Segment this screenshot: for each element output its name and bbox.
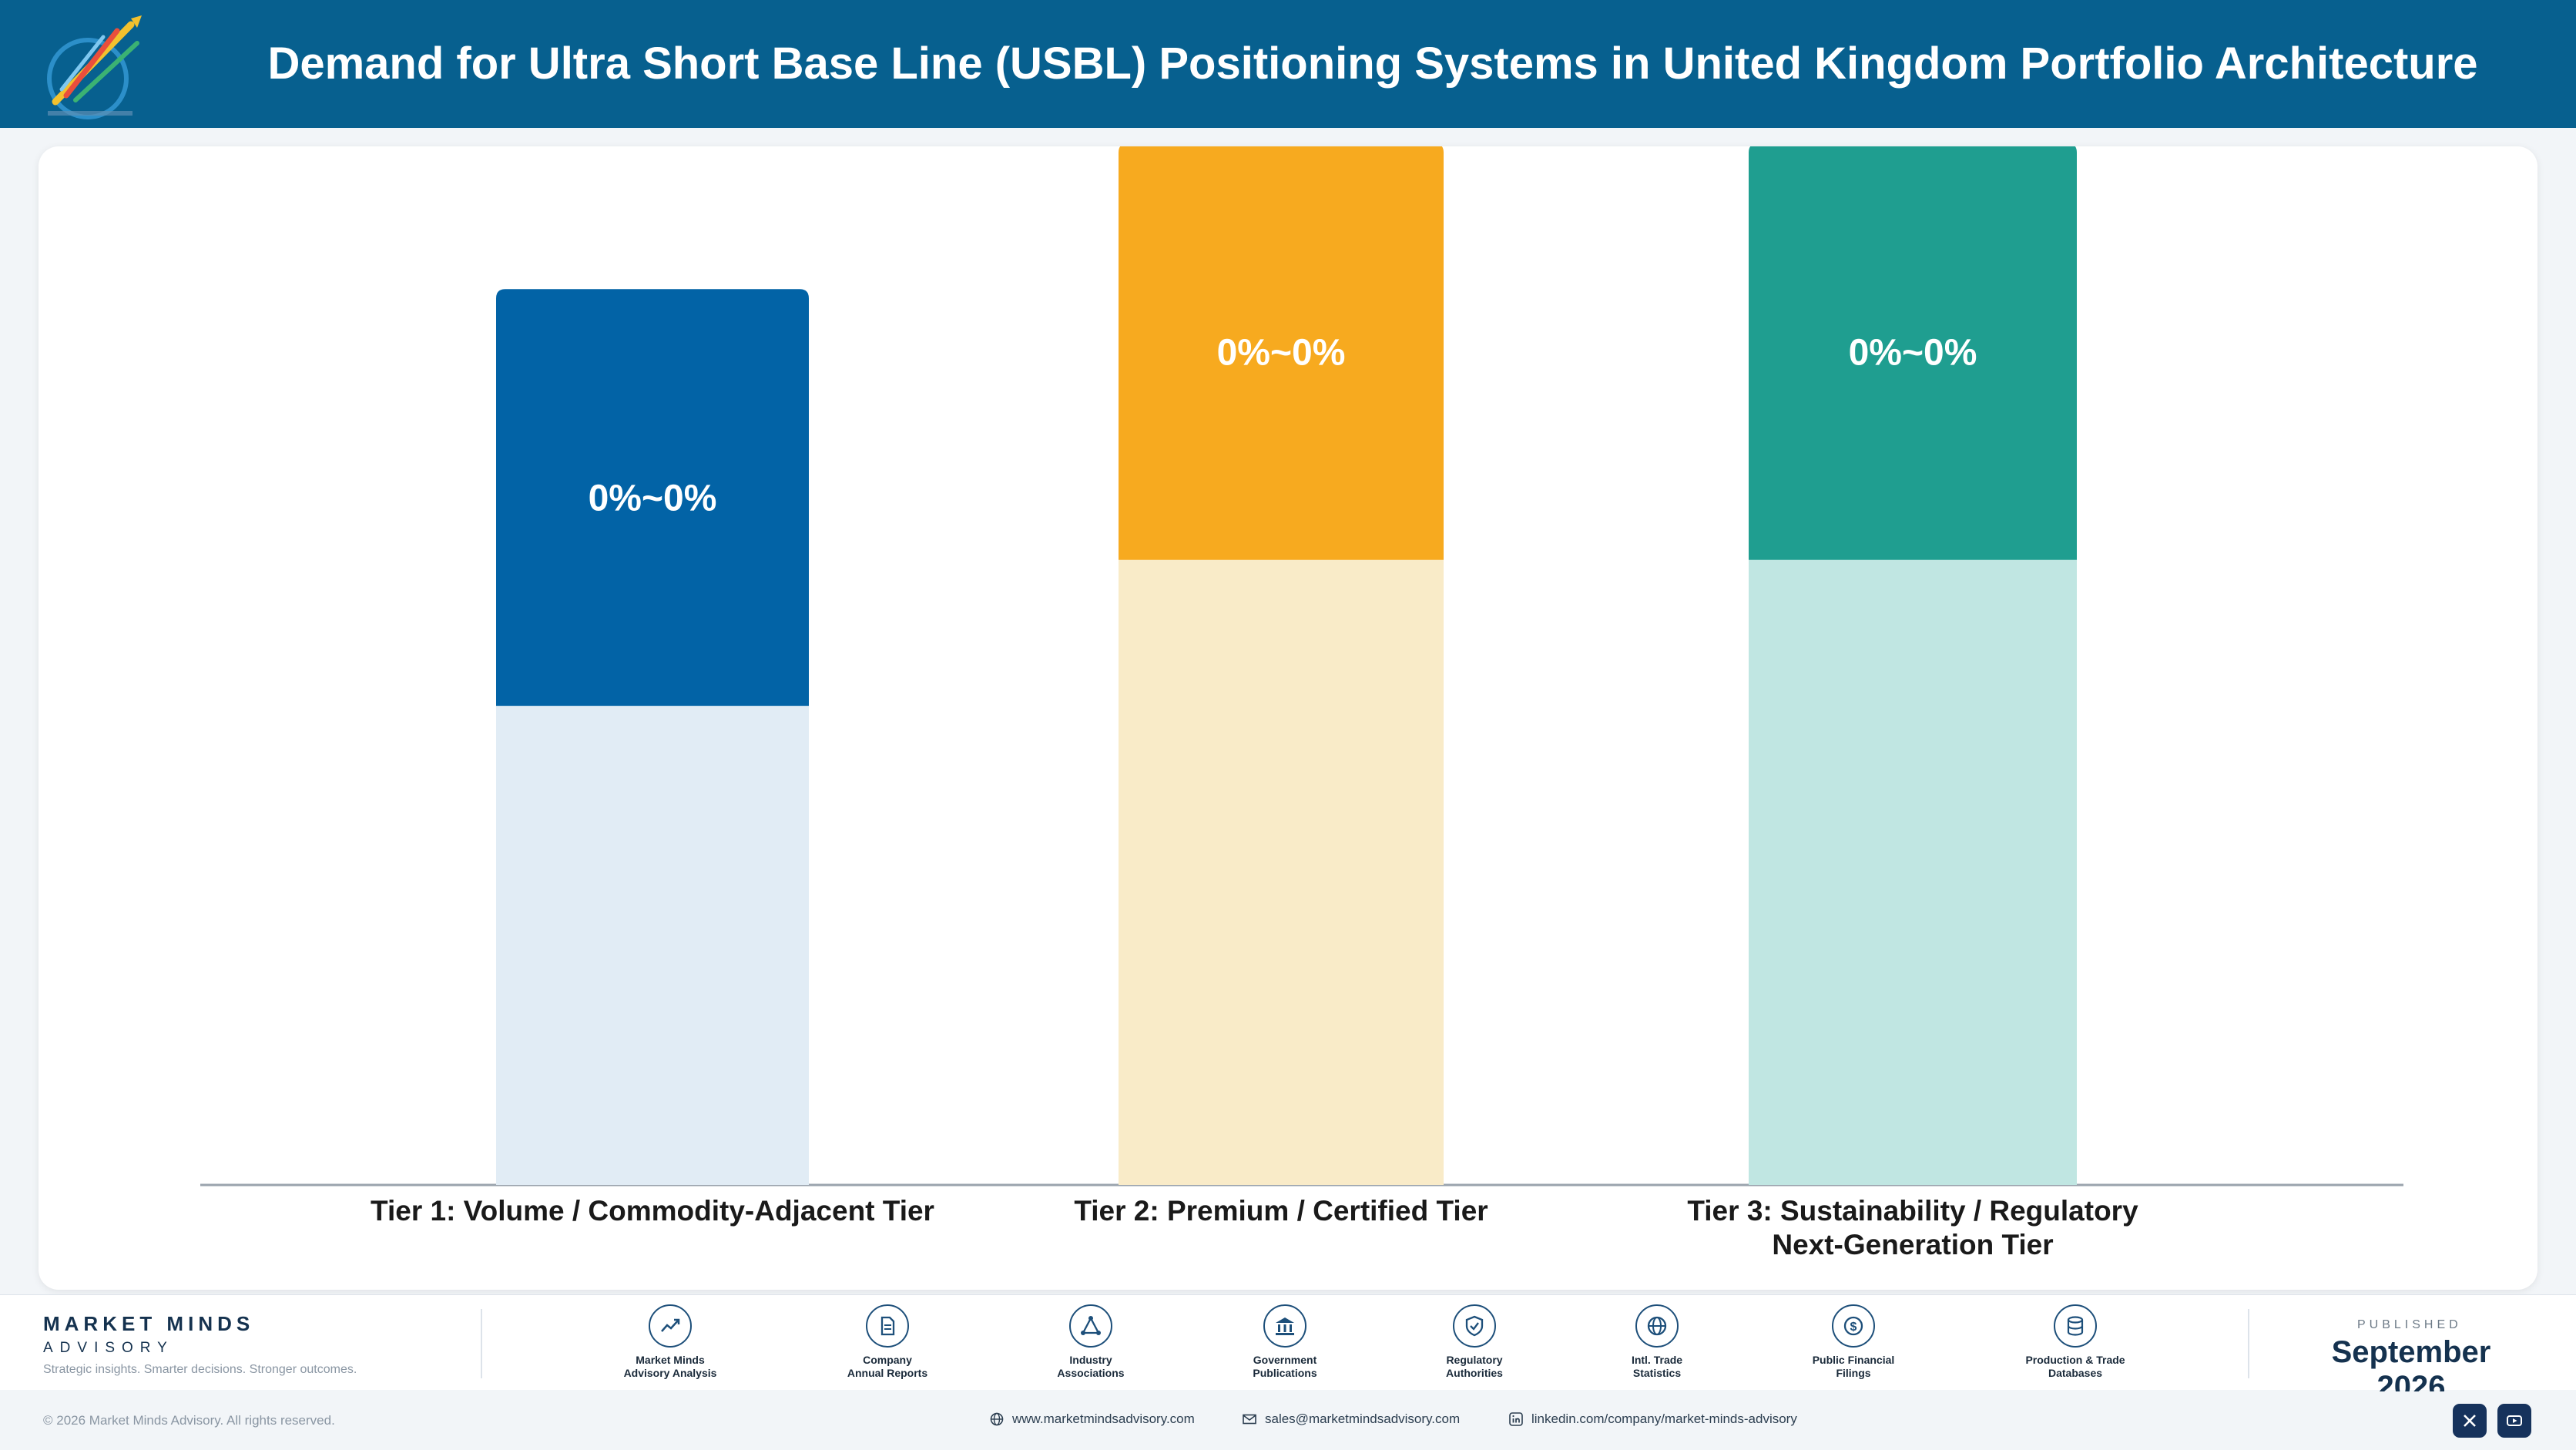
footer-divider <box>2248 1309 2249 1378</box>
globe-icon <box>1635 1304 1679 1348</box>
footer: MARKET MINDS ADVISORY Strategic insights… <box>0 1294 2576 1404</box>
brand-name: MARKET MINDS <box>43 1312 255 1335</box>
bar-tier-3-segment-1 <box>1749 559 2077 1185</box>
source-label: Regulatory Authorities <box>1446 1354 1503 1379</box>
brand-subtitle: ADVISORY <box>43 1340 174 1356</box>
x-tick-label-tier-2: Tier 2: Premium / Certified Tier <box>973 1194 1589 1228</box>
bar-tier-2-segment-2 <box>1119 146 1444 560</box>
website-text: www.marketmindsadvisory.com <box>1012 1411 1195 1426</box>
copyright-text: © 2026 Market Minds Advisory. All rights… <box>43 1413 335 1428</box>
youtube-button[interactable] <box>2497 1404 2531 1438</box>
website-link[interactable]: www.marketmindsadvisory.com <box>989 1411 1195 1427</box>
x-social-button[interactable] <box>2453 1404 2487 1438</box>
source-label: Public Financial Filings <box>1812 1354 1895 1379</box>
published-date: September 2026 <box>2331 1335 2491 1404</box>
data-label-tier-2: 0%~0% <box>1217 332 1346 373</box>
source-regulatory-authorities[interactable]: Regulatory Authorities <box>1397 1304 1551 1380</box>
x-tick-label-tier-1: Tier 1: Volume / Commodity-Adjacent Tier <box>344 1194 961 1228</box>
source-label: Company Annual Reports <box>847 1354 928 1379</box>
database-icon <box>2054 1304 2097 1348</box>
linkedin-text: linkedin.com/company/market-minds-adviso… <box>1531 1411 1797 1426</box>
linkedin-link[interactable]: linkedin.com/company/market-minds-adviso… <box>1508 1411 1797 1427</box>
x-tick-label-line: Tier 1: Volume / Commodity-Adjacent Tier <box>371 1195 934 1227</box>
trend-line-icon <box>649 1304 692 1348</box>
source-label: Intl. Trade Statistics <box>1631 1354 1683 1379</box>
bar-tier-1-segment-2 <box>496 289 809 707</box>
source-government-publications[interactable]: Government Publications <box>1208 1304 1362 1380</box>
shield-check-icon <box>1453 1304 1496 1348</box>
network-icon <box>1069 1304 1112 1348</box>
source-intl-trade-statistics[interactable]: Intl. Trade Statistics <box>1580 1304 1734 1380</box>
source-public-financial-filings[interactable]: $ Public Financial Filings <box>1776 1304 1930 1380</box>
data-label-tier-3: 0%~0% <box>1849 332 1977 373</box>
source-label: Market Minds Advisory Analysis <box>623 1354 717 1379</box>
source-company-annual-reports[interactable]: Company Annual Reports <box>810 1304 964 1380</box>
government-building-icon <box>1263 1304 1306 1348</box>
source-market-minds-analysis[interactable]: Market Minds Advisory Analysis <box>593 1304 747 1380</box>
mail-icon <box>1243 1414 1256 1425</box>
linkedin-icon <box>1509 1412 1523 1426</box>
published-label: PUBLISHED <box>2357 1318 2462 1331</box>
email-link[interactable]: sales@marketmindsadvisory.com <box>1242 1411 1460 1427</box>
x-logo-icon <box>2464 1415 2476 1427</box>
svg-text:$: $ <box>1850 1321 1857 1334</box>
market-minds-logo[interactable] <box>40 9 156 121</box>
source-label: Production & Trade Databases <box>2025 1354 2125 1379</box>
bar-chart: 0%~0% 0%~0% 0%~0% <box>200 146 2403 1187</box>
bottom-bar: © 2026 Market Minds Advisory. All rights… <box>0 1391 2576 1450</box>
x-tick-label-tier-3: Tier 3: Sustainability / Regulatory Next-… <box>1605 1194 2221 1262</box>
source-production-trade-databases[interactable]: Production & Trade Databases <box>1998 1304 2152 1380</box>
source-label: Industry Associations <box>1057 1354 1125 1379</box>
footer-divider <box>481 1309 482 1378</box>
x-tick-label-line: Tier 2: Premium / Certified Tier <box>1074 1195 1488 1227</box>
source-industry-associations[interactable]: Industry Associations <box>1014 1304 1168 1380</box>
page-title: Demand for Ultra Short Base Line (USBL) … <box>267 39 2478 89</box>
brand-tagline: Strategic insights. Smarter decisions. S… <box>43 1363 357 1376</box>
dollar-coin-icon: $ <box>1832 1304 1875 1348</box>
document-icon <box>866 1304 909 1348</box>
x-tick-label-line: Next-Generation Tier <box>1772 1229 2054 1260</box>
bar-tier-3-segment-2 <box>1749 146 2077 560</box>
email-text: sales@marketmindsadvisory.com <box>1265 1411 1461 1426</box>
bar-tier-1-segment-1 <box>496 706 809 1185</box>
chart-card: 0%~0% 0%~0% 0%~0% Tier 1: Volume / Commodi… <box>39 146 2537 1290</box>
source-label: Government Publications <box>1253 1354 1317 1379</box>
youtube-icon <box>2507 1415 2522 1426</box>
bar-tier-2-segment-1 <box>1119 559 1444 1185</box>
globe-icon <box>990 1412 1004 1426</box>
header-bar: Demand for Ultra Short Base Line (USBL) … <box>0 0 2576 128</box>
data-label-tier-1: 0%~0% <box>589 478 717 519</box>
x-tick-label-line: Tier 3: Sustainability / Regulatory <box>1687 1195 2138 1227</box>
